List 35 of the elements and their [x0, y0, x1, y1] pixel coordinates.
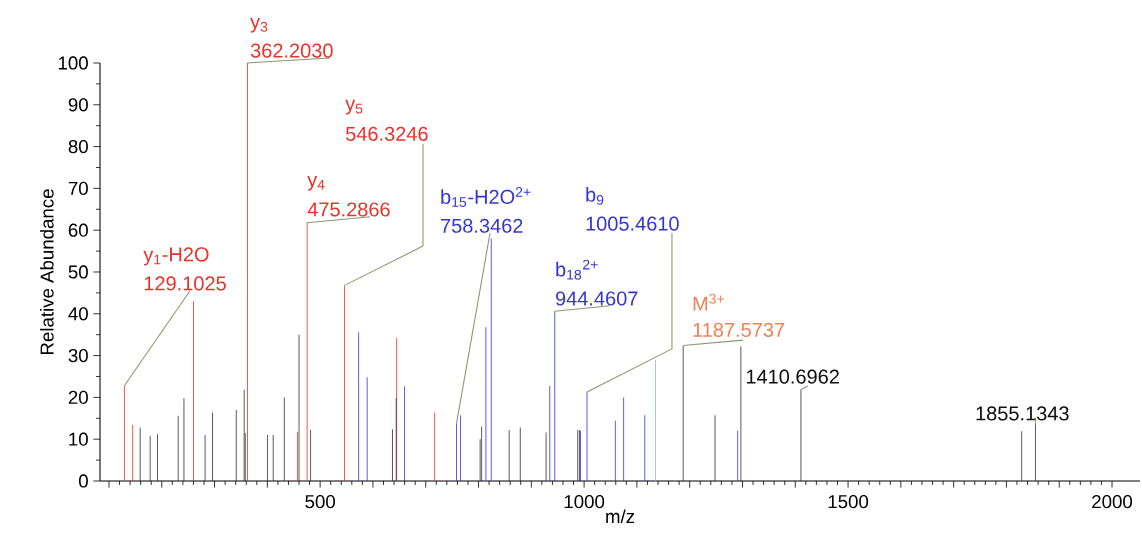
annotation: 129.1025 — [144, 276, 226, 291]
y-axis-title: Relative Abundance — [39, 189, 54, 354]
y-tick-label: 50 — [68, 265, 88, 279]
annotation: 475.2866 — [307, 202, 390, 217]
annotation: y$_{4}$ — [307, 175, 325, 191]
annotation: 1005.4610 — [586, 216, 679, 231]
annotation: b$_{9}$ — [586, 187, 604, 205]
x-tick-label: 500 — [305, 495, 335, 509]
y-tick-label: 40 — [68, 307, 88, 321]
y-tick-label: 70 — [68, 181, 88, 195]
y-tick-label: 60 — [68, 223, 88, 237]
annotation: b$_{15}$-H2O$^{2+}$ — [441, 187, 531, 207]
y-tick-label: 10 — [69, 432, 88, 446]
x-tick-label: 1500 — [828, 495, 869, 509]
y-tick-label: 90 — [68, 98, 88, 112]
annotation: 1410.6962 — [746, 369, 839, 384]
annotation: y$_{1}$-H2O — [143, 247, 209, 266]
y-tick-label: 30 — [68, 348, 88, 363]
annotation: 1855.1343 — [976, 406, 1069, 421]
annotation: 944.4607 — [555, 291, 638, 306]
x-tick-label: 1000 — [564, 495, 605, 509]
annotation: 546.3246 — [345, 126, 428, 141]
x-axis-title: m/z — [606, 509, 635, 524]
text: y$_{3}$ — [250, 17, 268, 33]
annotation: 758.3462 — [441, 218, 523, 233]
y-tick-label: 0 — [78, 474, 88, 488]
y-tick-label: 80 — [68, 139, 88, 154]
annotation: y$_{5}$ — [345, 99, 363, 115]
annotation: b$_{18}$2+ — [556, 259, 598, 280]
annotation: 362.2030 — [250, 43, 333, 58]
annotation: 1187.5737 — [693, 322, 785, 337]
y-tick-label: 20 — [68, 390, 88, 404]
annotation: M$^{3+}$ — [693, 293, 724, 311]
y-tick-label: 100 — [58, 56, 88, 70]
x-tick-label: 2000 — [1092, 495, 1133, 509]
